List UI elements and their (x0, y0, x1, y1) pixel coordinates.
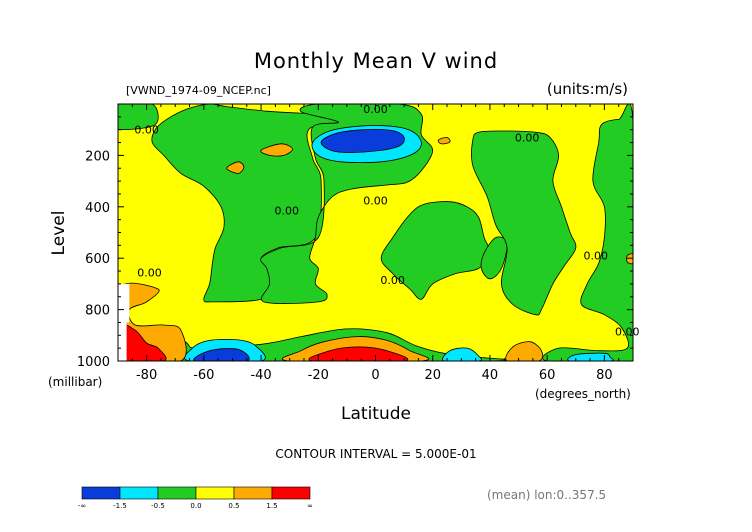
colorbar: -∞ -1.5 -0.5 0.0 0.5 1.5 ∞ (78, 486, 313, 510)
contour-band-7 (471, 130, 577, 316)
contour-band-8 (542, 104, 633, 361)
y-tick-label: 400 (85, 201, 110, 216)
contour-band-23 (626, 253, 633, 265)
contour-band-18 (308, 346, 409, 361)
contour-band-16 (118, 322, 167, 361)
units-label: (units:m/s) (547, 80, 628, 98)
contour-label-4: 0.00 (275, 205, 300, 218)
chart-title: Monthly Mean V wind (254, 49, 498, 73)
contour-label-6: 0.00 (380, 274, 405, 287)
colorbar-tick-label: -1.5 (113, 502, 127, 510)
y-tick-label: 200 (85, 149, 110, 164)
x-tick-label: -60 (193, 368, 214, 383)
contour-band-1 (118, 104, 159, 131)
x-tick-label: 20 (424, 368, 441, 383)
contour-label-0: 0.00 (134, 124, 159, 137)
x-tick-label: -80 (136, 368, 157, 383)
colorbar-tick-label: 0.5 (228, 502, 239, 510)
contour-label-8: 0.00 (615, 325, 640, 338)
y-tick-label: 1000 (77, 355, 110, 370)
x-axis-units: (degrees_north) (535, 387, 631, 401)
contour-label-7: 0.00 (584, 250, 609, 263)
colorbar-tick-label: ∞ (307, 502, 313, 510)
contour-band-20 (260, 143, 293, 157)
contour-band-24 (118, 283, 130, 361)
plot-area (118, 104, 633, 361)
contour-band-13 (442, 347, 482, 361)
contour-band-10 (320, 129, 405, 153)
contour-band-14 (567, 352, 614, 361)
contour-band-19 (505, 341, 544, 361)
y-axis-title: Level (49, 211, 69, 256)
colorbar-swatch (81, 486, 121, 500)
dataset-label: [VWND_1974-09_NCEP.nc] (126, 84, 271, 97)
colorbar-swatch (157, 486, 197, 500)
colorbar-swatch (233, 486, 273, 500)
x-tick-label: 0 (371, 368, 379, 383)
contour-band-21 (226, 161, 245, 174)
y-axis: 200 400 600 800 1000 (77, 103, 633, 370)
x-tick-label: -20 (308, 368, 329, 383)
footnote: (mean) lon:0..357.5 (487, 488, 606, 502)
colorbar-tick-label: 0.0 (190, 502, 201, 510)
x-tick-label: 80 (596, 368, 613, 383)
y-tick-label: 800 (85, 304, 110, 319)
contour-label-3: 0.00 (363, 194, 388, 207)
y-tick-label: 600 (85, 252, 110, 267)
x-tick-label: 40 (482, 368, 499, 383)
x-tick-label: -40 (250, 368, 271, 383)
contour-band-6 (480, 236, 508, 280)
x-tick-label: 60 (539, 368, 556, 383)
contour-band-22 (437, 136, 451, 145)
colorbar-tick-label: 1.5 (266, 502, 277, 510)
colorbar-tick-label: -∞ (78, 502, 86, 510)
x-axis-title: Latitude (341, 404, 411, 424)
y-axis-units: (millibar) (48, 375, 102, 389)
colorbar-swatch (195, 486, 235, 500)
colorbar-swatch (119, 486, 159, 500)
x-axis: -80 -60 -40 -20 0 20 40 60 80 (117, 104, 634, 383)
contour-label-5: 0.00 (137, 266, 162, 279)
contour-label-2: 0.00 (515, 131, 540, 144)
colorbar-swatch (271, 486, 311, 500)
contour-band-12 (193, 348, 250, 361)
contour-interval-text: CONTOUR INTERVAL = 5.000E-01 (275, 447, 476, 461)
colorbar-tick-label: -0.5 (151, 502, 165, 510)
